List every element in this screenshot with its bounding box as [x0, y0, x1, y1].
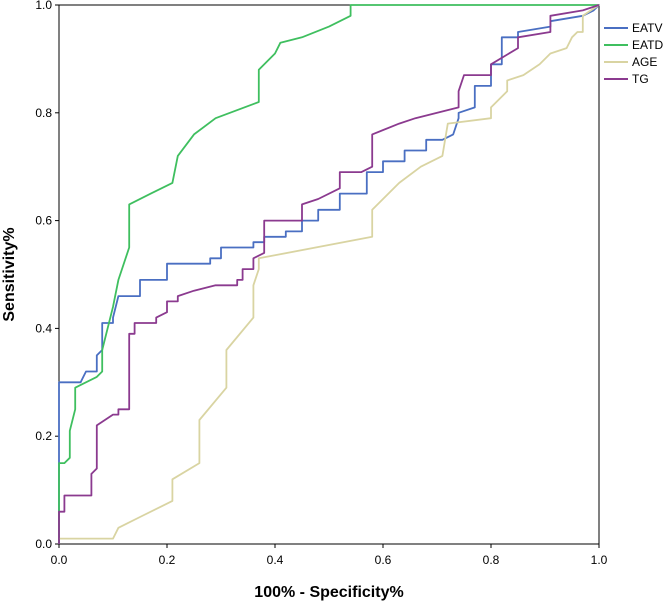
x-axis-ticks: 0.0 0.2 0.4 0.6 0.8 1.0 — [51, 544, 608, 567]
series-line-age — [59, 4, 600, 540]
x-tick-label: 0.6 — [375, 553, 392, 567]
x-tick-label: 0.8 — [483, 553, 500, 567]
x-tick-label: 1.0 — [591, 553, 608, 567]
series-lines — [58, 4, 600, 544]
x-tick-label: 0.2 — [159, 553, 176, 567]
series-line-eatv — [58, 4, 600, 544]
legend: EATV EATD AGE TG — [604, 21, 663, 86]
y-tick-label: 0.2 — [35, 429, 52, 443]
legend-label-eatd: EATD — [632, 38, 663, 52]
plot-area — [58, 4, 600, 545]
y-tick-label: 0.8 — [35, 106, 52, 120]
legend-label-tg: TG — [632, 72, 649, 86]
x-tick-label: 0.0 — [51, 553, 68, 567]
x-axis-title: 100% - Specificity% — [254, 584, 403, 601]
x-tick-label: 0.4 — [267, 553, 284, 567]
y-axis-ticks: 0.0 0.2 0.4 0.6 0.8 1.0 — [35, 0, 59, 551]
y-tick-label: 1.0 — [35, 0, 52, 12]
y-tick-label: 0.6 — [35, 214, 52, 228]
y-axis-title: Sensitivity% — [1, 227, 18, 321]
y-tick-label: 0.4 — [35, 321, 52, 335]
legend-label-eatv: EATV — [632, 21, 662, 35]
series-line-tg — [58, 4, 600, 544]
series-line-eatd — [58, 4, 599, 544]
plot-border — [58, 4, 600, 545]
legend-label-age: AGE — [632, 55, 657, 69]
y-tick-label: 0.0 — [35, 537, 52, 551]
